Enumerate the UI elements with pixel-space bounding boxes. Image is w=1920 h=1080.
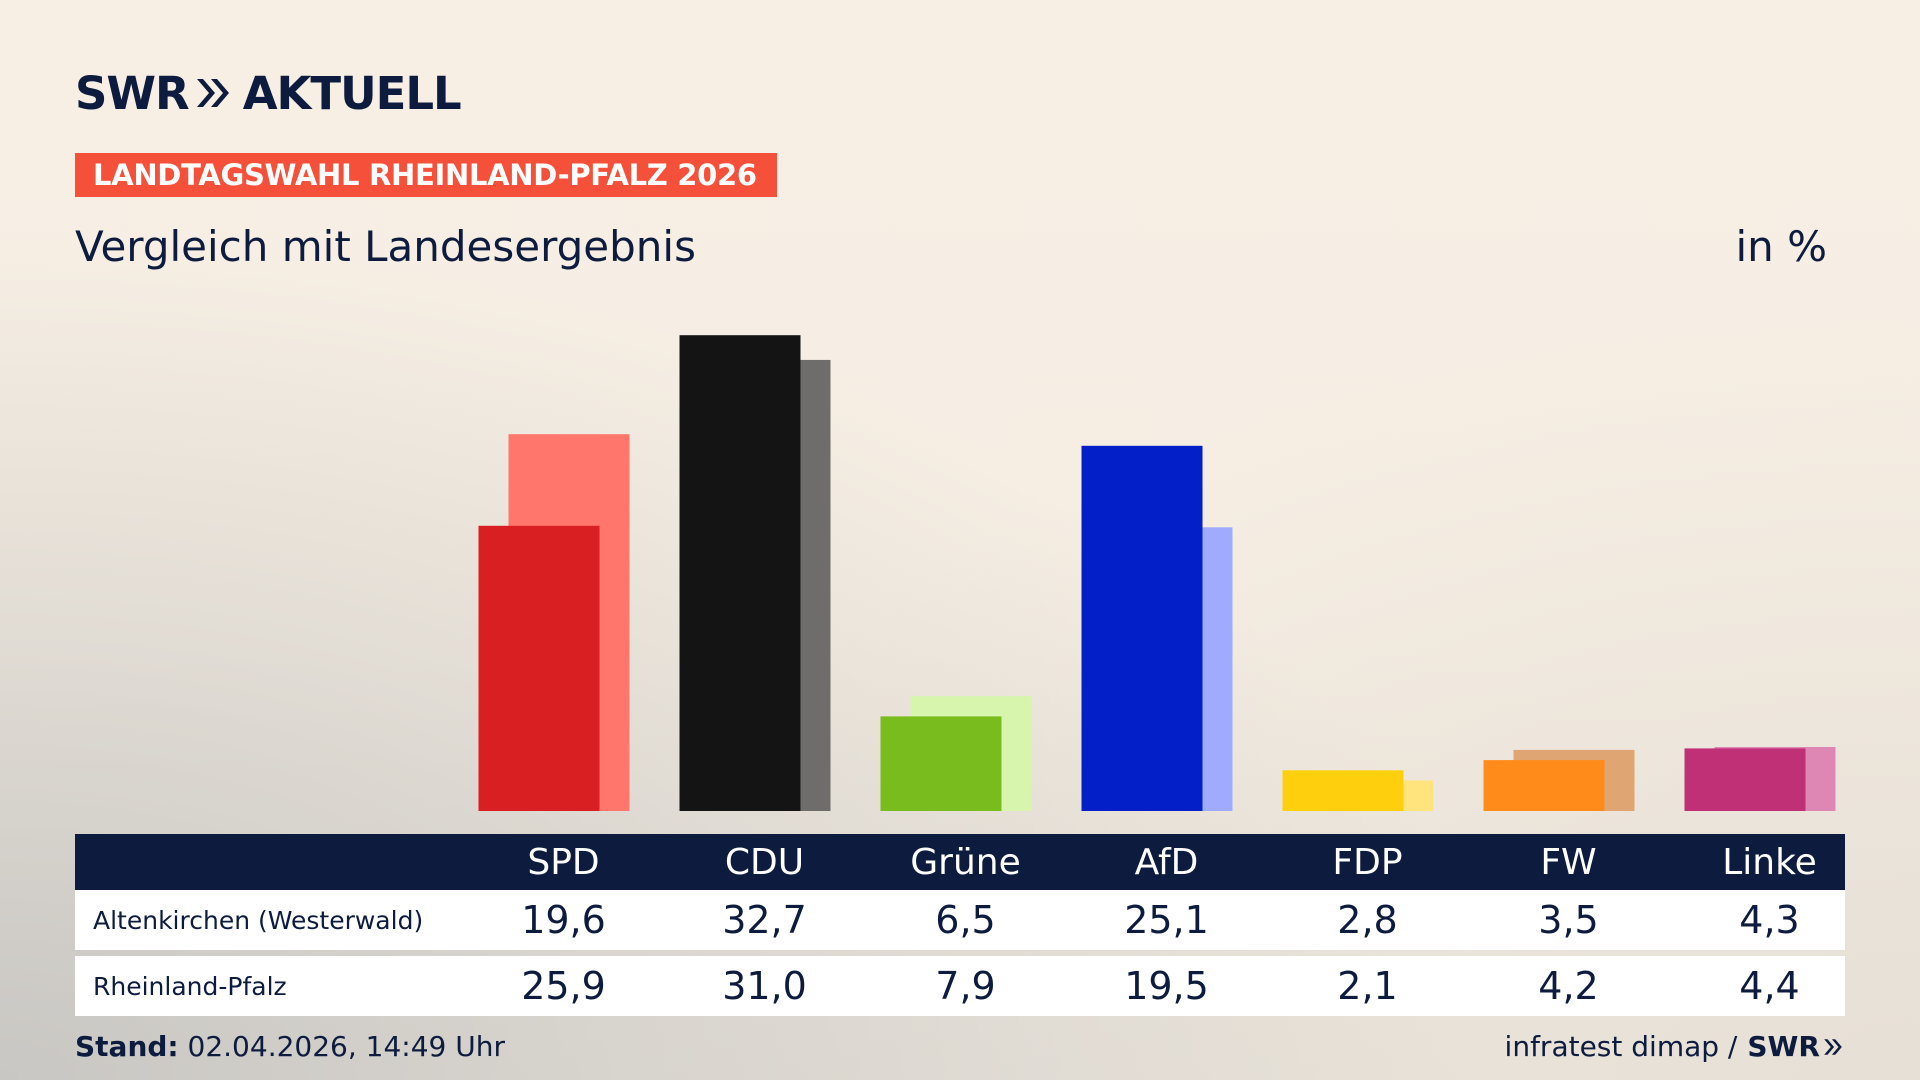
- table-cell: 7,9: [935, 964, 996, 1008]
- table-header-cdu: CDU: [724, 841, 805, 883]
- table-header-spd: SPD: [527, 841, 600, 883]
- table-cell: 25,1: [1124, 898, 1209, 942]
- table-cell: 4,3: [1739, 898, 1800, 942]
- source-text: infratest dimap /: [1504, 1030, 1738, 1063]
- timestamp: Stand: 02.04.2026, 14:49 Uhr: [75, 1030, 505, 1063]
- source-credit: infratest dimap / SWR: [1505, 1030, 1844, 1063]
- table-header-fdp: FDP: [1332, 841, 1403, 883]
- bar-fw-wahlkreis: [1483, 760, 1605, 811]
- swr-aktuell-logo: SWR AKTUELL: [75, 66, 462, 120]
- row-label: Altenkirchen (Westerwald): [93, 905, 424, 935]
- double-chevron-icon: [196, 79, 229, 107]
- bar-spd-wahlkreis: [478, 525, 600, 811]
- logo-aktuell-text: AKTUELL: [242, 66, 462, 120]
- bar-chart: [478, 335, 1836, 811]
- table-header-linke: Linke: [1722, 841, 1817, 883]
- table-cell: 32,7: [722, 898, 807, 942]
- table-cell: 3,5: [1538, 898, 1599, 942]
- table-cell: 31,0: [722, 964, 807, 1008]
- table-header-afd: AfD: [1134, 841, 1199, 883]
- unit-label: in %: [1735, 222, 1827, 271]
- bar-cdu-wahlkreis: [679, 335, 801, 811]
- table-header-fw: FW: [1540, 841, 1597, 883]
- bar-afd-wahlkreis: [1081, 445, 1203, 811]
- bar-fdp-wahlkreis: [1282, 770, 1404, 811]
- bar-grne-wahlkreis: [880, 716, 1002, 811]
- double-chevron-icon: [1824, 1038, 1842, 1055]
- table-row: Altenkirchen (Westerwald) 19,6 32,7 6,5 …: [75, 890, 1845, 950]
- swr-small-logo: SWR: [1747, 1030, 1844, 1063]
- stand-value: 02.04.2026, 14:49 Uhr: [187, 1030, 505, 1063]
- table-header-gruene: Grüne: [910, 841, 1021, 883]
- bar-linke-wahlkreis: [1684, 748, 1806, 811]
- table-cell: 25,9: [521, 964, 606, 1008]
- table-cell: 6,5: [935, 898, 996, 942]
- table-cell: 19,5: [1124, 964, 1209, 1008]
- table-cell: 2,1: [1337, 964, 1398, 1008]
- table-cell: 4,4: [1739, 964, 1800, 1008]
- election-badge: LANDTAGSWAHL RHEINLAND-PFALZ 2026: [75, 153, 777, 197]
- table-cell: 19,6: [521, 898, 606, 942]
- stand-label: Stand:: [75, 1030, 179, 1063]
- table-cell: 2,8: [1337, 898, 1398, 942]
- results-table: SPD CDU Grüne AfD FDP FW Linke Altenkirc…: [75, 834, 1845, 1016]
- chart-subtitle: Vergleich mit Landesergebnis: [75, 222, 696, 271]
- table-header-empty: [75, 834, 463, 890]
- row-label: Rheinland-Pfalz: [93, 971, 287, 1001]
- table-header-row: SPD CDU Grüne AfD FDP FW Linke: [75, 834, 1845, 890]
- logo-swr-text: SWR: [75, 66, 190, 120]
- table-cell: 4,2: [1538, 964, 1599, 1008]
- table-row: Rheinland-Pfalz 25,9 31,0 7,9 19,5 2,1 4…: [75, 956, 1845, 1016]
- swr-small-text: SWR: [1747, 1030, 1820, 1063]
